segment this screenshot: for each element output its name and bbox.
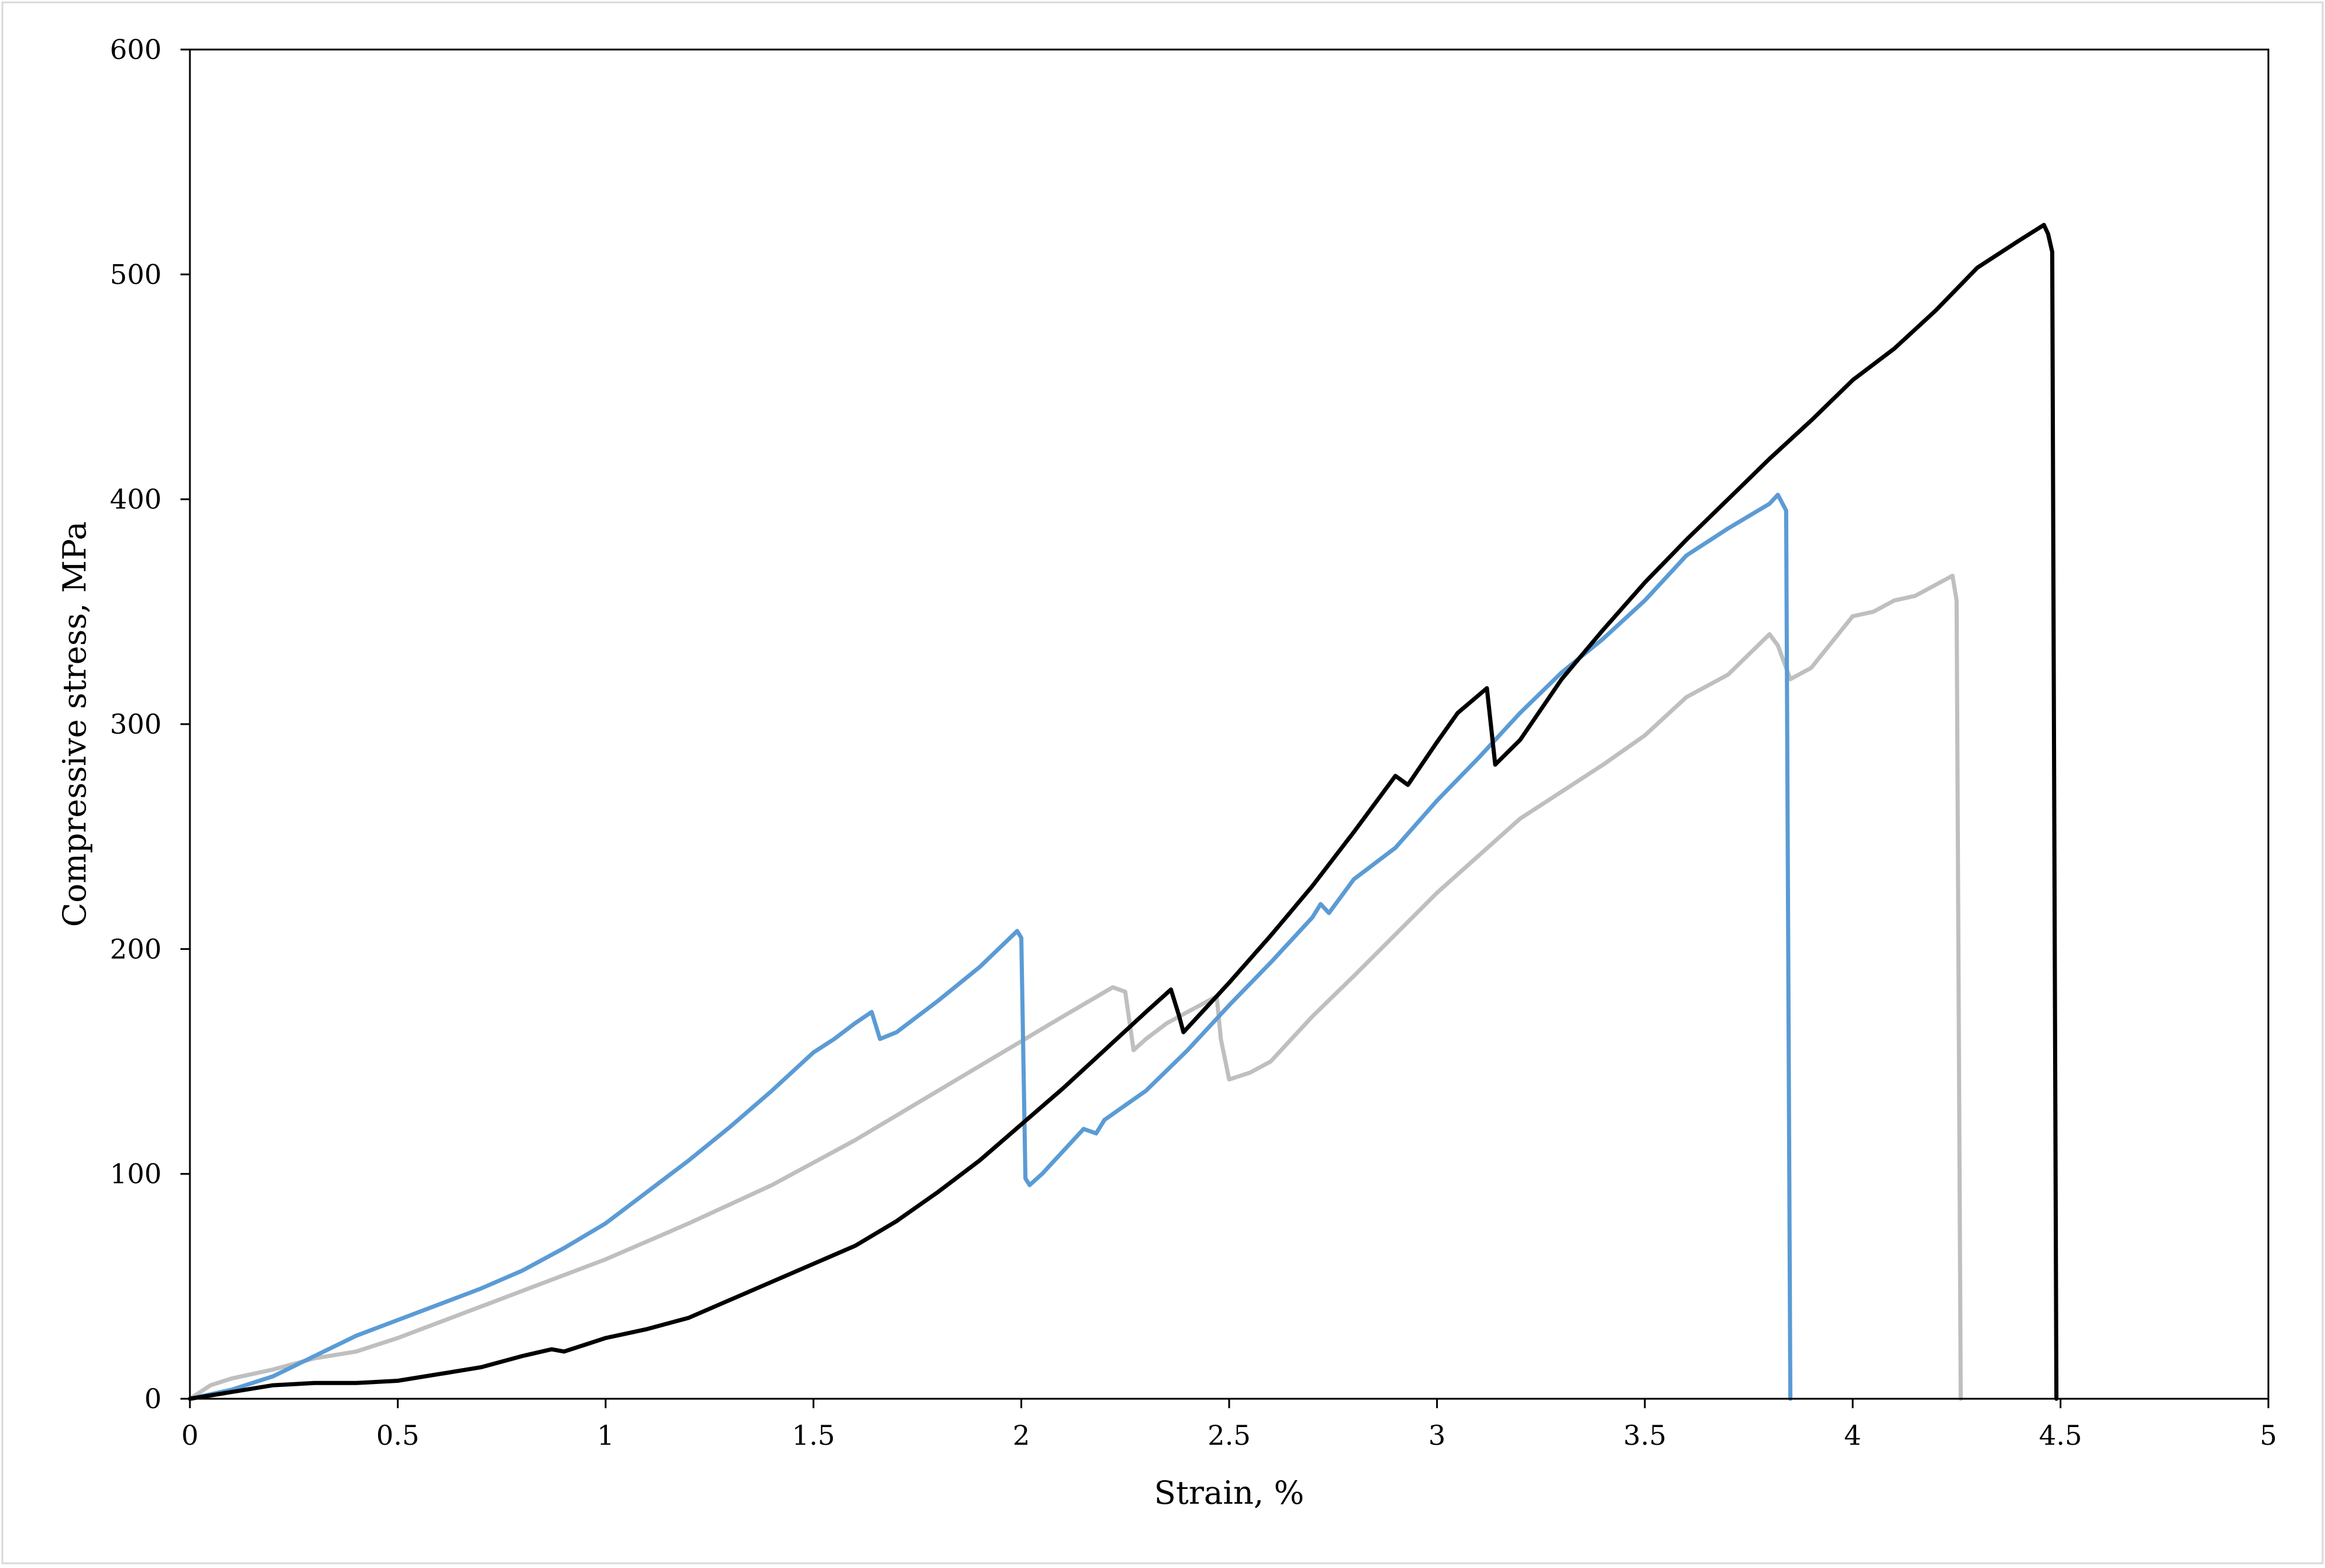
x-tick-label: 2.5 [1207,1419,1250,1451]
x-axis: 0 0.5 1 1.5 2 2.5 3 3.5 4 4.5 5 [181,1399,2277,1451]
x-tick-label: 5 [2260,1419,2277,1451]
y-tick-label: 0 [145,1383,162,1415]
x-axis-title: Strain, % [1154,1474,1304,1511]
x-tick-label: 1 [597,1419,614,1451]
y-axis-title: Compressive stress, MPa [56,521,93,927]
x-tick-label: 0.5 [376,1419,419,1451]
y-axis: 0 100 200 300 400 500 600 [110,34,190,1415]
x-tick-label: 0 [181,1419,198,1451]
y-tick-label: 300 [110,708,162,740]
series-line-2 [188,492,1792,1401]
y-tick-label: 200 [110,933,162,965]
x-tick-label: 1.5 [792,1419,835,1451]
x-tick-label: 4 [1844,1419,1861,1451]
x-tick-label: 2 [1013,1419,1030,1451]
x-tick-label: 3 [1429,1419,1446,1451]
x-tick-label: 3.5 [1623,1419,1666,1451]
x-tick-label: 4.5 [2039,1419,2082,1451]
y-tick-label: 400 [110,484,162,515]
series-line-3 [188,222,2059,1401]
y-tick-label: 600 [110,34,162,65]
y-tick-label: 500 [110,258,162,290]
y-tick-label: 100 [110,1158,162,1190]
